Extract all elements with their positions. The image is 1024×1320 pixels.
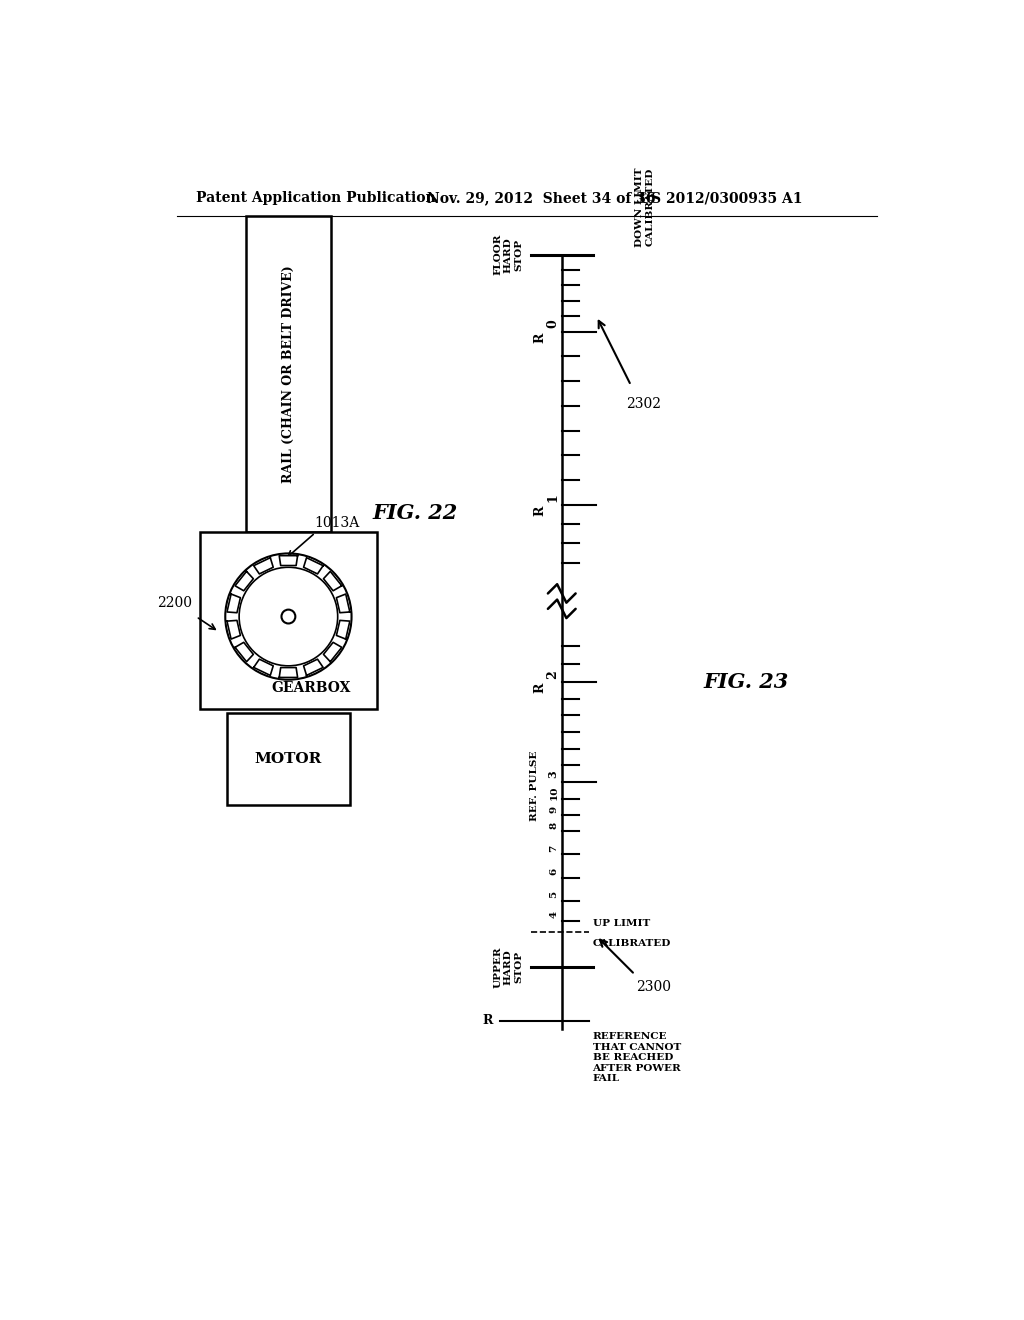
Polygon shape: [254, 557, 273, 574]
Text: 0: 0: [546, 319, 559, 329]
Text: 1013A: 1013A: [313, 516, 359, 529]
Text: MOTOR: MOTOR: [255, 752, 322, 766]
Bar: [246, 216, 331, 532]
Text: REFERENCE
THAT CANNOT
BE REACHED
AFTER POWER
FAIL: REFERENCE THAT CANNOT BE REACHED AFTER P…: [593, 1032, 681, 1082]
Text: FLOOR
HARD
STOP: FLOOR HARD STOP: [494, 234, 523, 276]
Text: 8: 8: [550, 821, 558, 829]
Text: 6: 6: [550, 867, 558, 875]
Polygon shape: [280, 668, 298, 677]
Polygon shape: [337, 594, 350, 612]
Text: FIG. 22: FIG. 22: [373, 503, 458, 523]
Text: 9: 9: [550, 805, 558, 813]
Text: 10: 10: [550, 785, 558, 800]
Text: R: R: [534, 506, 547, 516]
Text: Patent Application Publication: Patent Application Publication: [196, 191, 435, 206]
Text: 3: 3: [547, 771, 558, 779]
Text: Nov. 29, 2012  Sheet 34 of 36: Nov. 29, 2012 Sheet 34 of 36: [427, 191, 655, 206]
Polygon shape: [227, 594, 241, 612]
Polygon shape: [236, 643, 253, 661]
Text: R: R: [482, 1014, 493, 1027]
Text: CALIBRATED: CALIBRATED: [593, 940, 671, 948]
Text: 5: 5: [550, 891, 558, 898]
Text: DOWN LIMIT
CALIBRATED: DOWN LIMIT CALIBRATED: [635, 168, 654, 247]
Polygon shape: [337, 620, 350, 639]
Polygon shape: [303, 557, 324, 574]
Polygon shape: [280, 556, 298, 565]
Polygon shape: [324, 572, 342, 591]
Text: GEARBOX: GEARBOX: [271, 681, 351, 696]
Polygon shape: [254, 659, 273, 676]
Text: 7: 7: [550, 845, 558, 851]
Text: FIG. 23: FIG. 23: [703, 672, 790, 692]
Bar: [200, 532, 377, 709]
Text: R: R: [534, 682, 547, 693]
Polygon shape: [324, 643, 342, 661]
Text: 2302: 2302: [626, 397, 660, 411]
Text: 4: 4: [550, 911, 558, 919]
Polygon shape: [227, 620, 241, 639]
Text: 2: 2: [546, 671, 559, 678]
Polygon shape: [303, 659, 324, 676]
Polygon shape: [236, 572, 253, 591]
Text: 1: 1: [546, 492, 559, 502]
Text: RAIL (CHAIN OR BELT DRIVE): RAIL (CHAIN OR BELT DRIVE): [282, 265, 295, 483]
Text: US 2012/0300935 A1: US 2012/0300935 A1: [639, 191, 802, 206]
Text: 2300: 2300: [637, 979, 672, 994]
Text: REF. PULSE: REF. PULSE: [529, 751, 539, 821]
Circle shape: [225, 553, 351, 680]
Text: UP LIMIT: UP LIMIT: [593, 920, 650, 928]
Text: R: R: [534, 333, 547, 343]
Text: UPPER
HARD
STOP: UPPER HARD STOP: [494, 946, 523, 987]
Bar: [226, 713, 350, 805]
Text: 2200: 2200: [157, 597, 193, 610]
Circle shape: [282, 610, 295, 623]
